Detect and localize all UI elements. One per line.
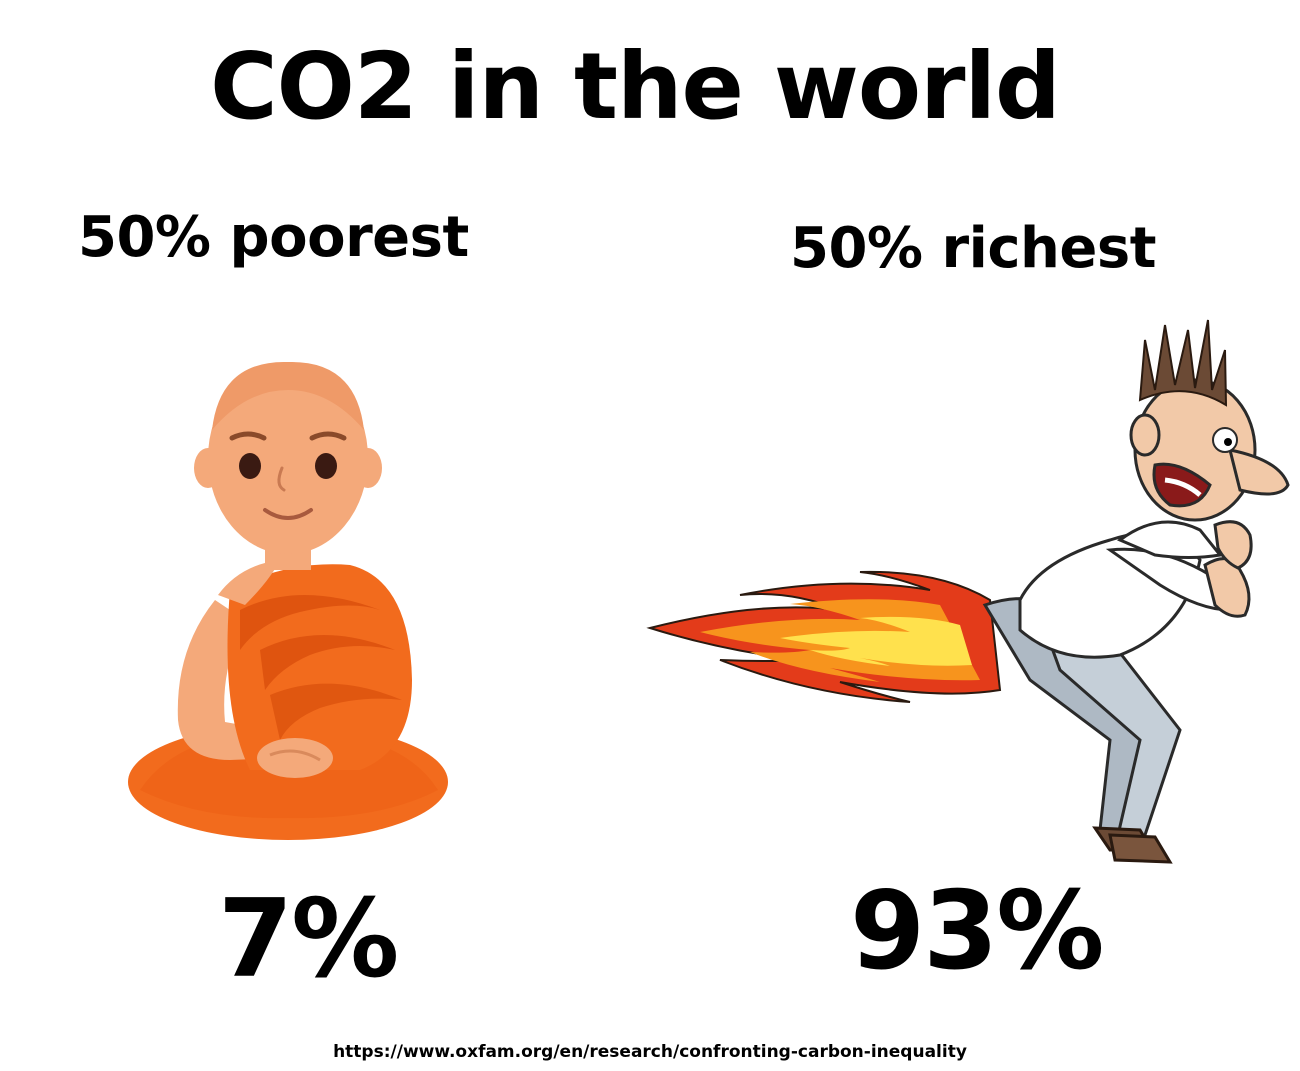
richest-share-value: 93%	[850, 869, 1105, 994]
page-title: CO2 in the world	[210, 33, 1061, 140]
meditating-monk-icon	[128, 361, 448, 840]
source-link[interactable]: https://www.oxfam.org/en/research/confro…	[333, 1042, 967, 1062]
poorest-label: 50% poorest	[78, 205, 469, 270]
poorest-share-value: 7%	[218, 877, 399, 1002]
rocket-man-icon	[646, 319, 1290, 864]
richest-label: 50% richest	[790, 216, 1157, 281]
